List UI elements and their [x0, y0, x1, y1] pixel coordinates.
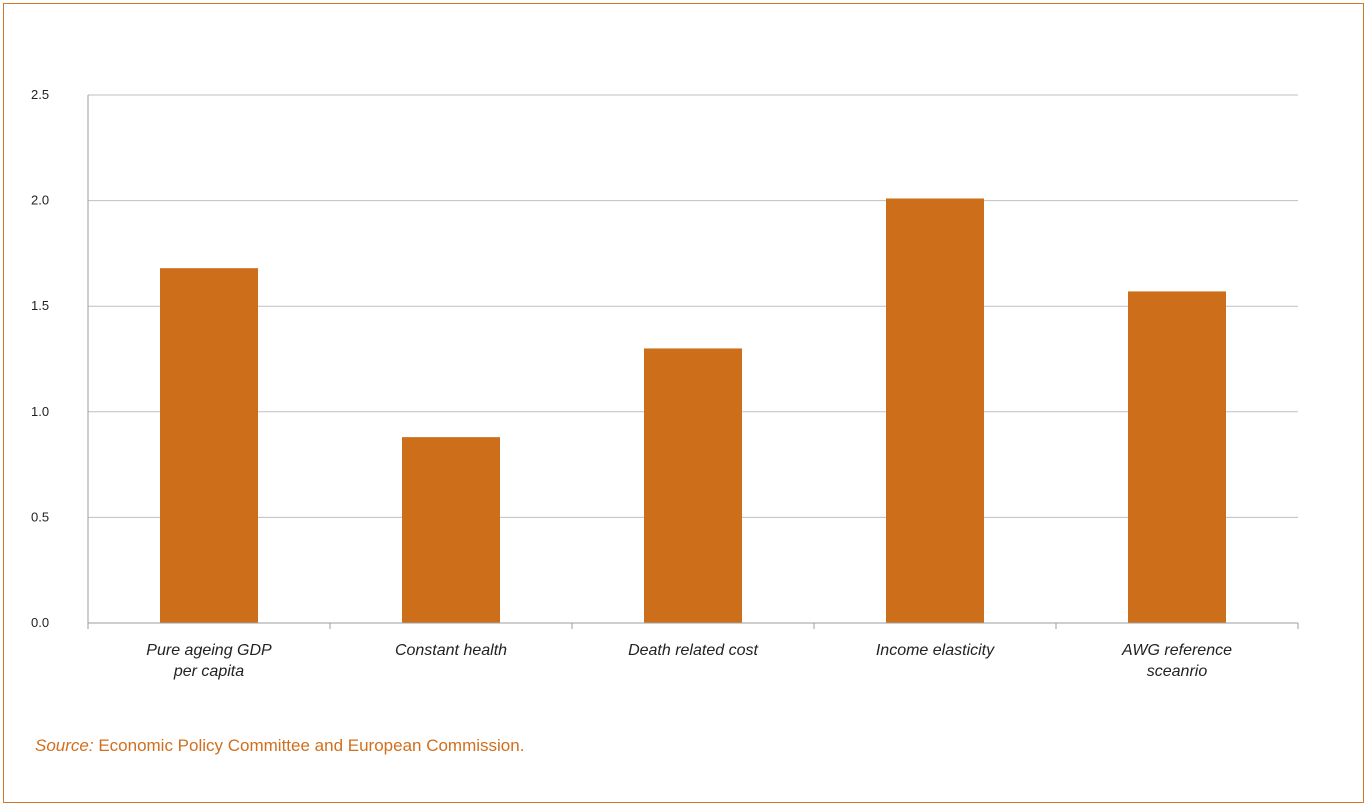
y-axis-ticks: 0.0 0.5 1.0 1.5 2.0 2.5 [31, 87, 49, 630]
source-text: Economic Policy Committee and European C… [93, 736, 525, 755]
x-category-label: AWG reference sceanrio [1121, 642, 1232, 680]
source-note: Source: Economic Policy Committee and Eu… [35, 736, 524, 756]
x-category-label: Constant health [395, 642, 507, 659]
x-axis-labels: Pure ageing GDP per capita Constant health… [146, 642, 1232, 680]
bar [1128, 291, 1226, 623]
y-tick-label: 0.0 [31, 615, 49, 630]
y-tick-label: 2.0 [31, 193, 49, 208]
gridlines [88, 94, 1298, 518]
bar [402, 437, 500, 623]
y-tick-label: 2.5 [31, 87, 49, 102]
source-prefix: Source: [35, 736, 94, 755]
y-tick-label: 0.5 [31, 509, 49, 524]
x-category-label: Income elasticity [876, 642, 995, 659]
bar [886, 198, 984, 623]
y-tick-label: 1.0 [31, 404, 49, 419]
x-category-label: Death related cost [628, 642, 758, 659]
bar [644, 348, 742, 623]
y-tick-label: 1.5 [31, 298, 49, 313]
bar [160, 268, 258, 623]
axes [87, 95, 1299, 629]
bars [160, 198, 1226, 623]
bar-chart: 0.0 0.5 1.0 1.5 2.0 2.5 Pure ageing GDP per ca… [31, 87, 1299, 680]
x-category-label: Pure ageing GDP per capita [146, 642, 272, 680]
